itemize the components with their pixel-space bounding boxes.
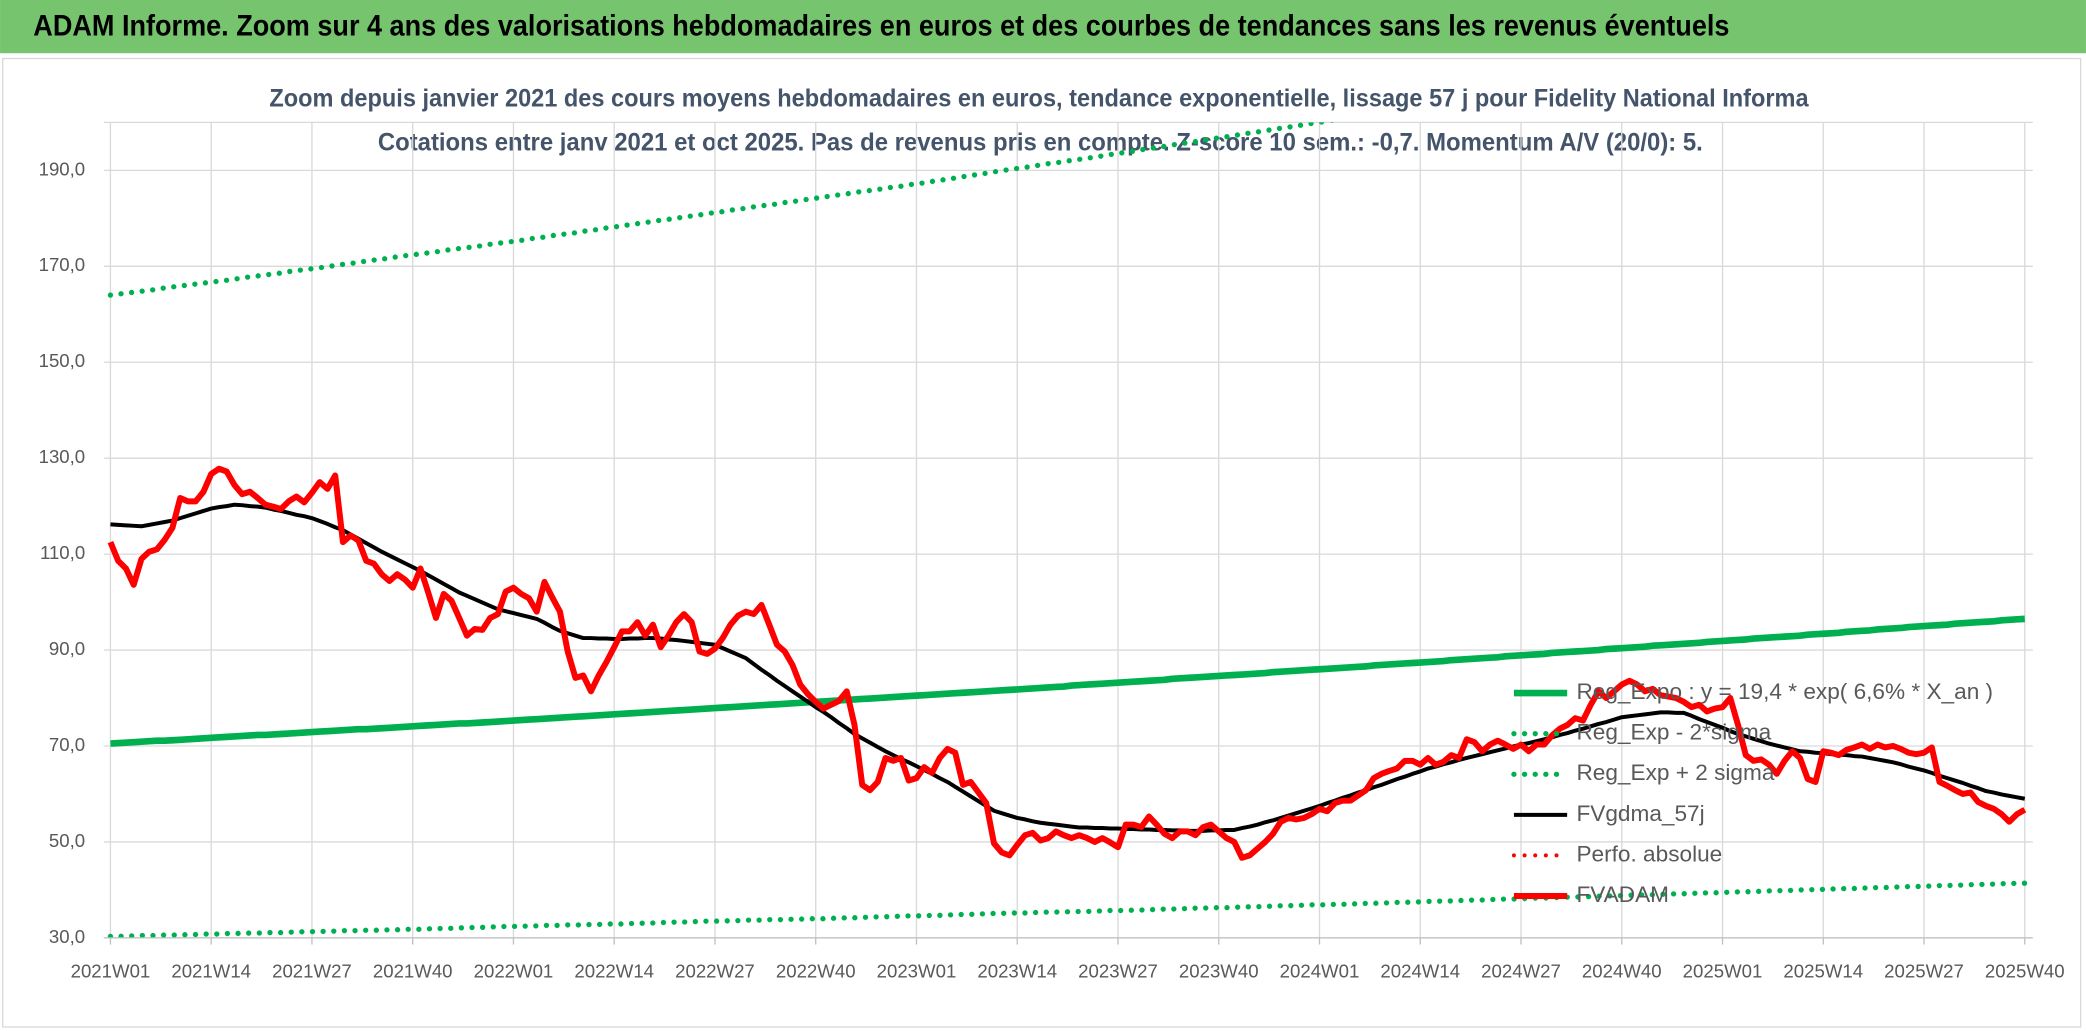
x-tick-label: 2021W14 (171, 960, 251, 981)
x-tick-label: 2022W27 (675, 960, 755, 981)
x-tick-label: 2022W01 (474, 960, 554, 981)
y-tick-label: 50,0 (49, 830, 85, 851)
y-tick-label: 190,0 (39, 158, 86, 179)
legend-label: Reg_Exp - 2*sigma (1576, 720, 1771, 745)
y-tick-label: 70,0 (49, 734, 85, 755)
header-banner (0, 0, 2086, 54)
y-tick-label: 150,0 (39, 350, 86, 371)
x-tick-label: 2024W14 (1380, 960, 1460, 981)
x-tick-label: 2022W40 (776, 960, 856, 981)
chart-subtitle: Cotations entre janv 2021 et oct 2025. P… (378, 128, 1703, 156)
chart-title: Zoom depuis janvier 2021 des cours moyen… (269, 84, 1809, 112)
x-tick-label: 2023W01 (877, 960, 957, 981)
x-tick-label: 2021W40 (373, 960, 453, 981)
x-tick-label: 2023W40 (1179, 960, 1259, 981)
y-tick-label: 170,0 (39, 254, 86, 275)
legend-label: FVgdma_57j (1576, 801, 1704, 826)
legend-label: Reg_Exp + 2 sigma (1576, 760, 1774, 785)
x-tick-label: 2025W40 (1985, 960, 2065, 981)
chart-frame (2, 57, 2082, 1028)
x-tick-label: 2024W40 (1582, 960, 1662, 981)
x-tick-label: 2025W14 (1783, 960, 1863, 981)
y-tick-label: 30,0 (49, 926, 85, 947)
series-line (110, 615, 2025, 747)
x-tick-label: 2025W27 (1884, 960, 1964, 981)
y-tick-label: 90,0 (49, 638, 85, 659)
series-line (107, 880, 2028, 938)
legend-label: Perfo. absolue (1576, 841, 1722, 866)
x-tick-label: 2024W01 (1280, 960, 1360, 981)
legend: Reg_Expo : y = 19,4 * exp( 6,6% * X_an )… (1511, 679, 1993, 907)
x-tick-label: 2021W01 (71, 960, 151, 981)
grid (103, 121, 2033, 939)
plot-lines (107, 122, 2028, 938)
x-tick-label: 2023W14 (977, 960, 1057, 981)
y-tick-label: 130,0 (39, 446, 86, 467)
legend-label: Reg_Expo : y = 19,4 * exp( 6,6% * X_an ) (1576, 679, 1993, 704)
x-tick-label: 2022W14 (574, 960, 654, 981)
x-tick-label: 2021W27 (272, 960, 352, 981)
axes: 30,0 50,0 70,0 90,0 110,0 130,0 150,0 170,0 190,… (39, 158, 2065, 981)
series-line (110, 502, 2026, 833)
x-tick-label: 2023W27 (1078, 960, 1158, 981)
x-tick-label: 2024W27 (1481, 960, 1561, 981)
legend-label: FVADAM (1576, 882, 1669, 907)
x-tick-label: 2025W01 (1683, 960, 1763, 981)
y-tick-label: 110,0 (40, 542, 85, 563)
header-title: ADAM Informe. Zoom sur 4 ans des valoris… (33, 11, 1729, 43)
series-line (107, 465, 2027, 861)
series-line (107, 122, 1337, 298)
